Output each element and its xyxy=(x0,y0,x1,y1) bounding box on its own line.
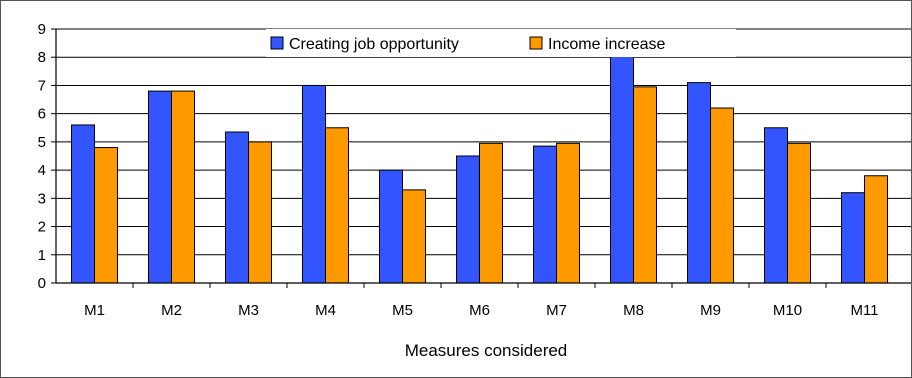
bar-creating-job-opportunity-m7 xyxy=(533,145,557,284)
y-tick-label-3: 3 xyxy=(38,190,46,207)
x-tick-label-m6: M6 xyxy=(469,302,490,319)
y-tick-label-2: 2 xyxy=(38,219,46,236)
bar-creating-job-opportunity-m9 xyxy=(687,82,711,284)
x-tick-label-m10: M10 xyxy=(773,302,802,319)
x-tick-label-m5: M5 xyxy=(392,302,413,319)
y-tick-labels: 0 1 2 3 4 5 6 7 8 9 xyxy=(38,21,46,292)
y-tick-label-5: 5 xyxy=(38,134,46,151)
bar-income-increase-m5 xyxy=(402,189,426,284)
y-tick-label-9: 9 xyxy=(38,21,46,38)
legend: Creating job opportunity Income increase xyxy=(266,29,736,57)
legend-swatch-income-increase xyxy=(529,36,543,50)
bar-creating-job-opportunity-m1 xyxy=(71,124,95,284)
y-tick-label-8: 8 xyxy=(38,49,46,66)
x-tick-label-m8: M8 xyxy=(623,302,644,319)
bar-creating-job-opportunity-m11 xyxy=(841,192,865,284)
bar-creating-job-opportunity-m2 xyxy=(148,90,172,284)
bar-creating-job-opportunity-m6 xyxy=(456,155,480,284)
y-tick-label-6: 6 xyxy=(38,106,46,123)
x-tick-labels: M1 M2 M3 M4 M5 M6 M7 M8 M9 M10 M11 xyxy=(84,302,878,319)
x-tick-label-m1: M1 xyxy=(84,302,105,319)
legend-swatch-creating-job-opportunity xyxy=(270,36,284,50)
bar-income-increase-m2 xyxy=(171,90,195,284)
legend-label-income-increase: Income increase xyxy=(548,36,665,53)
x-tick-label-m11: M11 xyxy=(850,302,878,319)
bar-creating-job-opportunity-m5 xyxy=(379,169,403,284)
x-tick-label-m2: M2 xyxy=(161,302,182,319)
bars xyxy=(71,52,888,284)
x-tick-label-m3: M3 xyxy=(238,302,259,319)
legend-label-creating-job-opportunity: Creating job opportunity xyxy=(289,36,459,53)
bar-creating-job-opportunity-m10 xyxy=(764,127,788,284)
bar-income-increase-m6 xyxy=(479,142,503,284)
bar-income-increase-m3 xyxy=(248,141,272,284)
bar-income-increase-m11 xyxy=(864,175,888,284)
bar-creating-job-opportunity-m8 xyxy=(610,52,634,284)
y-tick-label-1: 1 xyxy=(38,247,46,264)
x-tick-label-m7: M7 xyxy=(546,302,567,319)
bar-creating-job-opportunity-m3 xyxy=(225,131,249,284)
bar-income-increase-m10 xyxy=(787,142,811,284)
x-axis-title: Measures considered xyxy=(405,341,568,360)
bar-income-increase-m9 xyxy=(710,107,734,284)
y-tick-label-7: 7 xyxy=(38,77,46,94)
axes xyxy=(51,28,911,288)
y-tick-label-0: 0 xyxy=(38,275,46,292)
bar-income-increase-m7 xyxy=(556,142,580,284)
x-tick-label-m9: M9 xyxy=(700,302,721,319)
bar-income-increase-m1 xyxy=(94,147,118,284)
bar-creating-job-opportunity-m4 xyxy=(302,84,326,284)
legend-box xyxy=(266,29,736,57)
bar-income-increase-m8 xyxy=(633,86,657,284)
bar-income-increase-m4 xyxy=(325,127,349,284)
y-tick-label-4: 4 xyxy=(38,162,46,179)
x-tick-label-m4: M4 xyxy=(315,302,336,319)
